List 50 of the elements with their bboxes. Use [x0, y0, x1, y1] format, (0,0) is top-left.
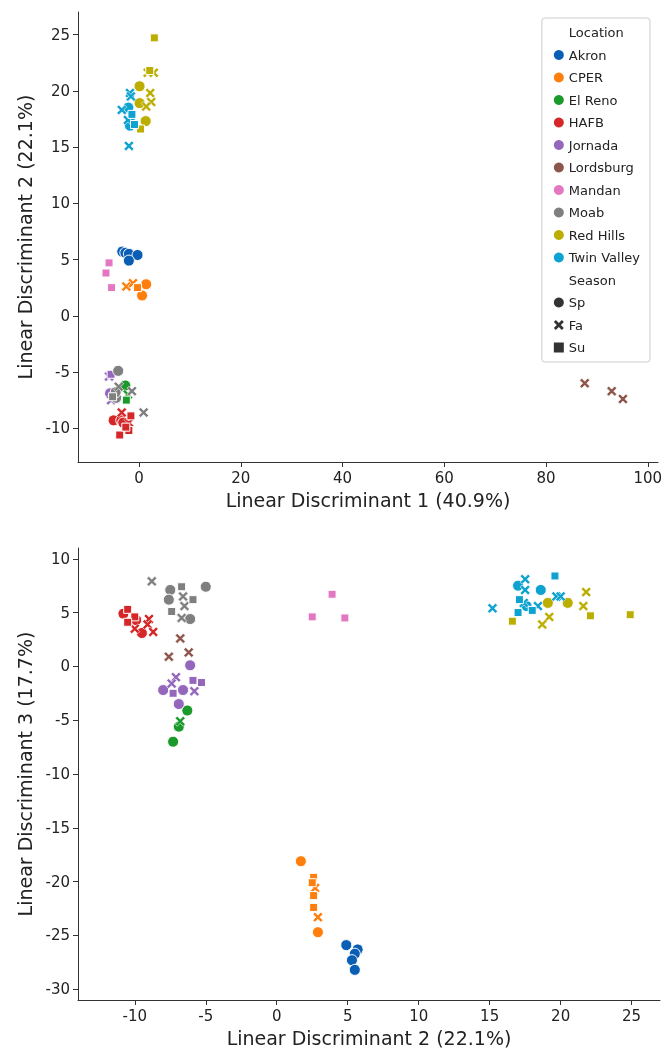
- legend-label: El Reno: [568, 92, 618, 108]
- legend-label: Akron: [568, 47, 607, 63]
- legend-label: Mandan: [568, 182, 621, 198]
- legend-label: CPER: [568, 70, 603, 85]
- x-tick-label: 60: [434, 468, 454, 487]
- y-tick-label: -10: [45, 765, 70, 783]
- y-tick-label: -30: [45, 980, 70, 999]
- y-tick-label: -15: [45, 818, 70, 837]
- x-tick-label: 0: [271, 1006, 282, 1025]
- legend-label: Sp: [568, 295, 586, 310]
- x-tick-label: 40: [333, 468, 353, 487]
- x-tick-label: 10: [409, 1006, 429, 1025]
- y-axis-title: Linear Discriminant 3 (17.7%): [14, 631, 37, 917]
- y-tick-label: 15: [50, 138, 70, 156]
- y-tick-label: -10: [45, 419, 70, 438]
- y-tick-label: -25: [45, 926, 70, 945]
- legend-title: Location: [568, 25, 624, 40]
- legend-label: Fa: [568, 317, 584, 333]
- y-tick-label: 10: [50, 549, 70, 568]
- y-tick-label: 5: [60, 603, 70, 622]
- legend-label: Su: [568, 340, 586, 355]
- legend-label: HAFB: [568, 115, 604, 130]
- y-tick-label: -20: [45, 872, 70, 891]
- y-tick-label: 20: [50, 81, 70, 100]
- legend-label: Red Hills: [568, 227, 626, 243]
- y-axis-title: Linear Discriminant 2 (22.1%): [14, 94, 37, 380]
- x-tick-label: 20: [231, 468, 251, 487]
- y-tick-label: -5: [55, 711, 70, 730]
- legend-label: Twin Valley: [567, 250, 641, 265]
- legend-label: Moab: [568, 205, 605, 220]
- legend-label: Lordsburg: [568, 160, 634, 175]
- x-axis-title: Linear Discriminant 2 (22.1%): [226, 1026, 512, 1049]
- x-tick-label: 0: [134, 468, 144, 487]
- y-tick-label: 0: [60, 306, 70, 325]
- y-tick-label: 10: [50, 194, 70, 213]
- x-tick-label: 25: [622, 1006, 642, 1025]
- y-tick-label: 0: [60, 657, 70, 676]
- x-tick-label: 20: [551, 1006, 571, 1025]
- y-tick-label: 25: [50, 25, 70, 44]
- x-tick-label: 80: [536, 468, 556, 487]
- x-tick-label: 5: [342, 1006, 353, 1025]
- annotation: Season: [568, 272, 617, 288]
- x-tick-label: 100: [633, 468, 663, 487]
- x-tick-label: -5: [198, 1006, 214, 1025]
- x-tick-label: 15: [480, 1006, 500, 1025]
- legend-label: Jornada: [567, 137, 619, 153]
- y-tick-label: 5: [60, 250, 70, 269]
- y-tick-label: -5: [55, 363, 70, 381]
- x-tick-label: -10: [122, 1006, 148, 1025]
- x-axis-title: Linear Discriminant 1 (40.9%): [225, 488, 511, 511]
